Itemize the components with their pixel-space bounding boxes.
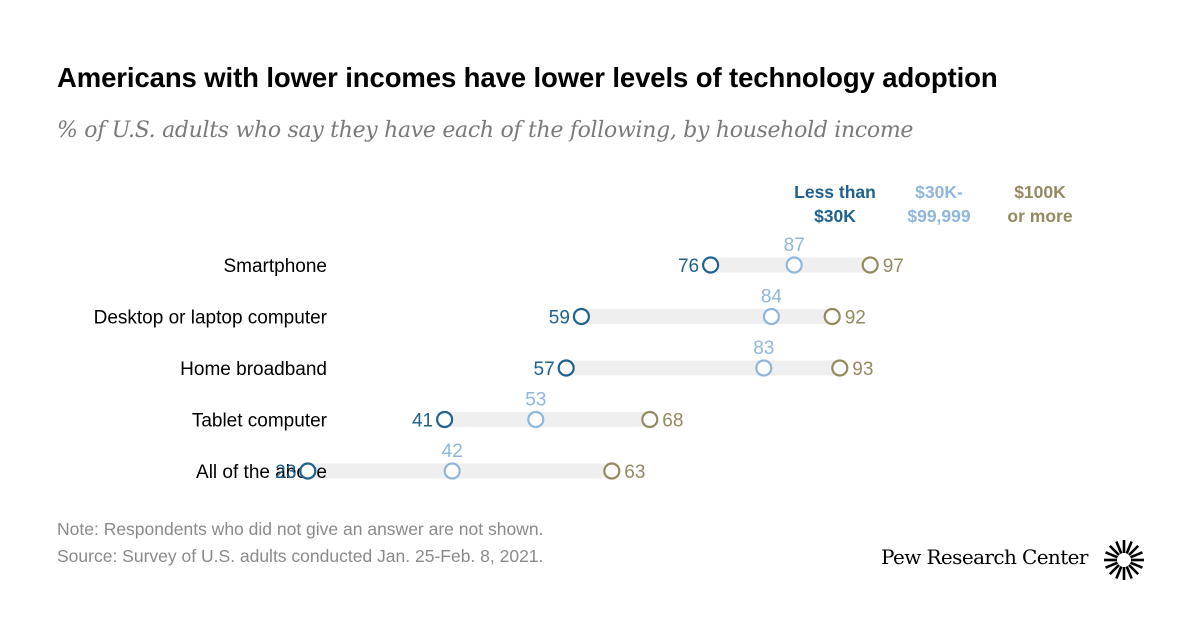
dot-low-tablet-computer [436,410,454,429]
logo-center [1119,555,1129,565]
chart-title: Americans with lower incomes have lower … [57,62,998,93]
dot-middle-all-of-the-above [443,462,461,480]
logo-ray [1108,564,1120,576]
dot-high-all-of-the-above [603,462,621,480]
logo-ray [1108,544,1120,556]
value-label-low-home-broadband: 57 [534,359,555,380]
legend-label: or more [1007,206,1073,226]
logo-ray [1125,541,1133,555]
logo-ray [1129,561,1143,569]
logo-ray [1129,551,1143,559]
logo-ray [1128,544,1140,556]
logo-ray [1125,565,1133,579]
legend-label: $99,999 [907,206,971,226]
value-label-high-home-broadband: 93 [852,359,873,380]
logo-ray [1128,564,1140,576]
value-label-low-tablet-computer: 41 [412,411,433,432]
legend-label: $30K [814,206,856,226]
dot-middle-home-broadband [755,359,773,377]
legend-label: $100K [1014,182,1066,202]
dot-low-home-broadband [557,359,575,377]
legend-high-income: $100K or more [985,180,1095,228]
category-label-home-broadband: Home broadband [180,359,327,380]
note-text: Note: Respondents who did not give an an… [57,519,544,539]
source-text: Source: Survey of U.S. adults conducted … [57,546,544,566]
category-label-all-of-the-above: All of the above [196,462,327,483]
legend-middle-income: $30K- $99,999 [884,180,994,228]
legend-label: Less than [794,182,876,202]
value-label-middle-desktop-or-laptop-computer: 84 [761,287,783,308]
dot-high-smartphone [861,256,879,274]
dot-middle-desktop-or-laptop-computer [762,307,781,326]
dot-middle-tablet-computer [527,410,545,429]
category-label-smartphone: Smartphone [223,256,327,277]
dot-plot: Smartphone 76 87 97 Desktop or laptop comput… [94,235,904,483]
logo-ray [1105,561,1119,569]
category-label-tablet-computer: Tablet computer [192,411,328,432]
value-label-middle-tablet-computer: 53 [525,390,546,411]
legend-low-income: Less than $30K [780,180,890,228]
legend-label: $30K- [915,182,963,202]
value-label-high-desktop-or-laptop-computer: 92 [845,308,866,329]
chart-subtitle: % of U.S. adults who say they have each … [57,118,914,143]
dot-high-desktop-or-laptop-computer [823,307,841,326]
dot-middle-smartphone [785,256,803,274]
value-label-middle-home-broadband: 83 [753,338,774,359]
value-label-low-smartphone: 76 [678,256,699,277]
pew-sunburst-icon [1104,540,1144,580]
logo-ray [1105,551,1119,559]
logo-ray [1115,565,1123,579]
value-label-low-all-of-the-above: 23 [275,462,296,483]
dot-high-tablet-computer [641,410,659,429]
dot-high-home-broadband [831,359,849,377]
brand-name: Pew Research Center [881,545,1088,569]
value-label-high-smartphone: 97 [883,256,904,277]
category-label-desktop-or-laptop-computer: Desktop or laptop computer [94,308,328,329]
value-label-high-tablet-computer: 68 [662,411,683,432]
value-label-low-desktop-or-laptop-computer: 59 [549,308,570,329]
dot-low-desktop-or-laptop-computer [572,307,591,326]
dot-low-smartphone [701,256,720,274]
logo-ray [1115,541,1123,555]
value-label-middle-all-of-the-above: 42 [442,441,463,462]
value-label-high-all-of-the-above: 63 [624,462,645,483]
value-label-middle-smartphone: 87 [784,235,805,256]
dot-low-all-of-the-above [299,462,317,480]
